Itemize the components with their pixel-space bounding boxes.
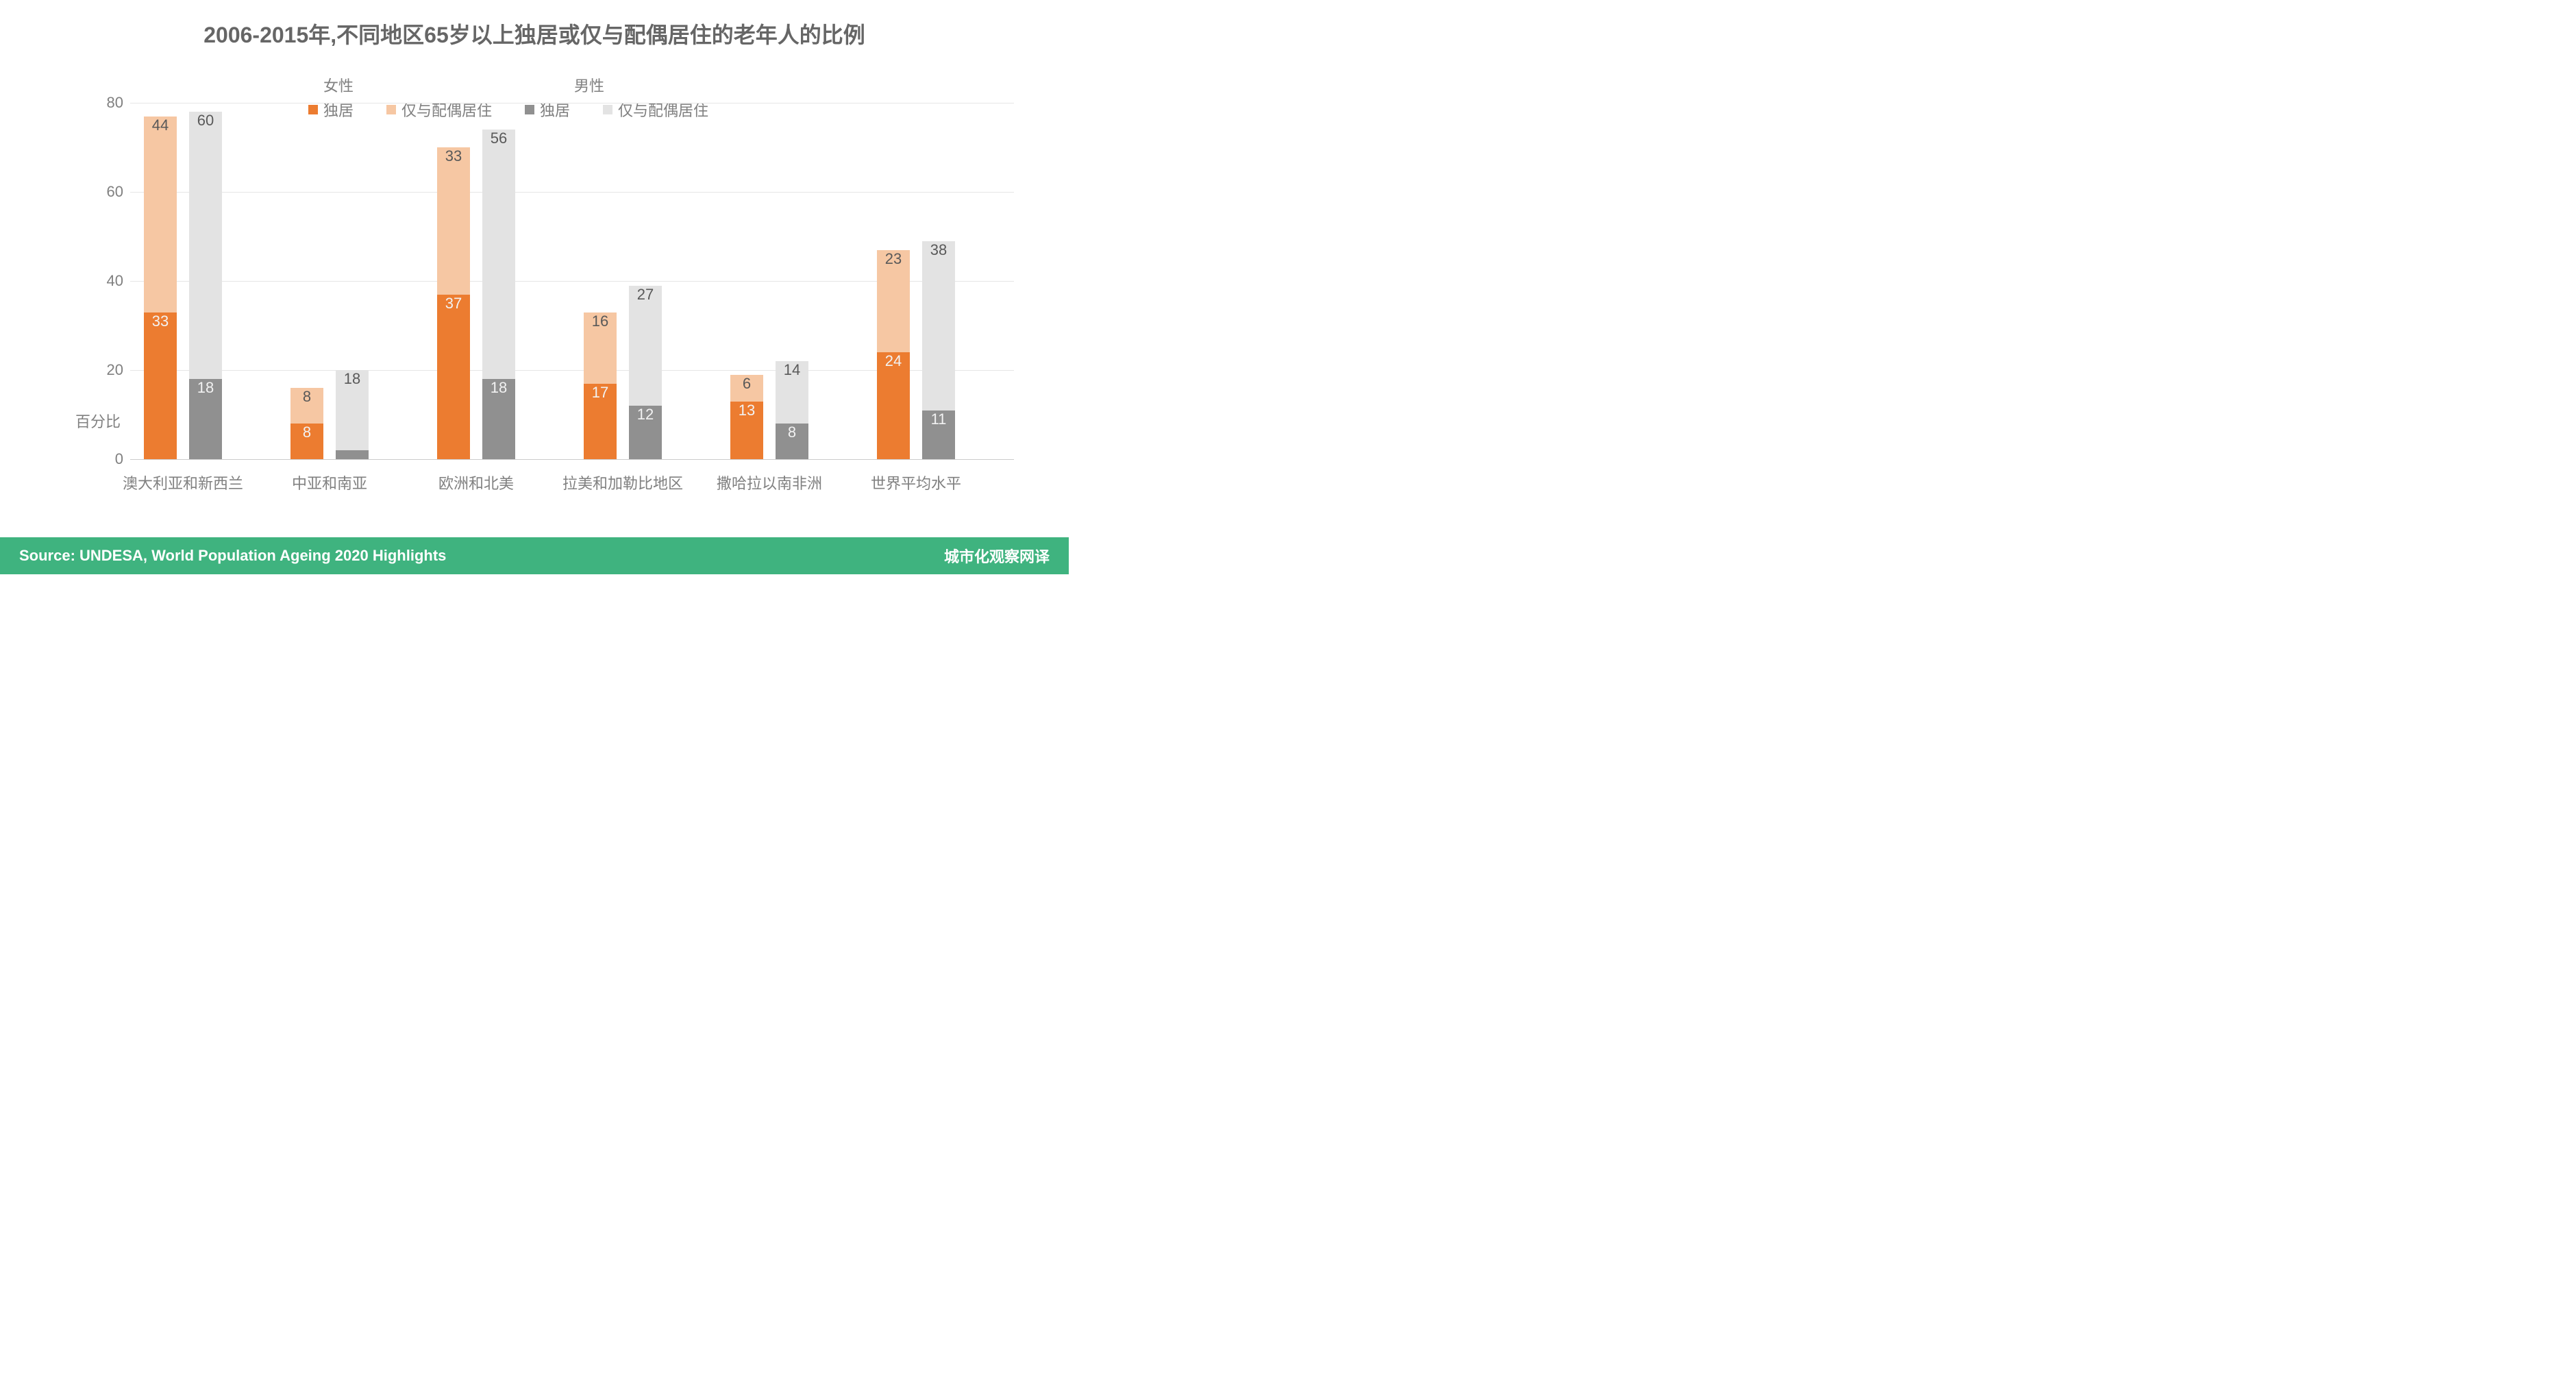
bar-value-label: 38 (922, 241, 955, 259)
bar-value-label: 13 (730, 402, 763, 419)
bar-value-label: 18 (336, 370, 369, 388)
bar-value-label: 11 (922, 410, 955, 428)
category-label: 澳大利亚和新西兰 (101, 471, 265, 493)
legend-male-header: 男性 (574, 74, 604, 96)
bar-value-label: 23 (877, 250, 910, 268)
bar-male: 1860 (189, 103, 222, 459)
bar-group: 17161227 (584, 103, 662, 459)
category-label: 世界平均水平 (834, 471, 998, 493)
bar-male: 11 38 (922, 103, 955, 459)
bar-value-label: 8 (776, 424, 808, 441)
bar-value-label: 24 (877, 352, 910, 370)
bar-value-label: 8 (290, 424, 323, 441)
bar-value-label: 18 (189, 379, 222, 397)
seg-female-spouse (144, 117, 177, 312)
seg-male-spouse (482, 130, 515, 379)
bar-male: 12 27 (629, 103, 662, 459)
category-label: 中亚和南亚 (247, 471, 412, 493)
y-tick: 0 (99, 450, 123, 468)
bar-male: 218 (336, 103, 369, 459)
bar-value-label: 16 (584, 312, 617, 330)
bar-value-label: 60 (189, 112, 222, 130)
y-axis-label: 百分比 (73, 410, 121, 432)
bar-value-label: 8 (290, 388, 323, 406)
x-axis-line (130, 459, 1014, 460)
bar-value-label: 6 (730, 375, 763, 393)
bar-group: 37331856 (437, 103, 515, 459)
seg-male-spouse (922, 241, 955, 410)
bar-female: 88 (290, 103, 323, 459)
bar-value-label: 33 (144, 312, 177, 330)
bar-group: 24 23 11 38 (877, 103, 955, 459)
footer-credit: 城市化观察网译 (944, 545, 1050, 567)
plot: 02040608033441860澳大利亚和新西兰88218中亚和南亚37331… (130, 103, 1014, 459)
bar-value-label: 14 (776, 361, 808, 379)
seg-female-spouse (437, 147, 470, 295)
footer-source: Source: UNDESA, World Population Ageing … (19, 547, 446, 565)
legend-headers: 女性 男性 (308, 74, 708, 99)
bar-female: 24 23 (877, 103, 910, 459)
footer-bar: Source: UNDESA, World Population Ageing … (0, 537, 1069, 574)
category-label: 撒哈拉以南非洲 (687, 471, 852, 493)
bar-male: 1856 (482, 103, 515, 459)
bar-male: 8 14 (776, 103, 808, 459)
bar-group: 33441860 (144, 103, 222, 459)
chart-title: 2006-2015年,不同地区65岁以上独居或仅与配偶居住的老年人的比例 (0, 18, 1069, 49)
bar-value-label: 56 (482, 130, 515, 147)
y-tick: 80 (99, 94, 123, 112)
seg-male-spouse (189, 112, 222, 379)
bar-female: 13 6 (730, 103, 763, 459)
legend-female-header: 女性 (323, 74, 354, 96)
y-tick: 20 (99, 361, 123, 379)
y-tick: 60 (99, 183, 123, 201)
bar-value-label: 37 (437, 295, 470, 312)
page: 2006-2015年,不同地区65岁以上独居或仅与配偶居住的老年人的比例 女性 … (0, 0, 1069, 574)
bar-value-label: 27 (629, 286, 662, 304)
bar-value-label: 18 (482, 379, 515, 397)
bar-female: 37 33 (437, 103, 470, 459)
bar-group: 13 6 8 14 (730, 103, 808, 459)
seg-male-spouse (629, 286, 662, 406)
bar-group: 88218 (290, 103, 369, 459)
bar-female: 1716 (584, 103, 617, 459)
bar-female: 33 44 (144, 103, 177, 459)
category-label: 拉美和加勒比地区 (541, 471, 705, 493)
bar-value-label: 33 (437, 147, 470, 165)
bar-value-label: 44 (144, 117, 177, 134)
seg-male-alone (336, 450, 369, 459)
chart-plot-area: 02040608033441860澳大利亚和新西兰88218中亚和南亚37331… (130, 103, 1014, 459)
bar-value-label: 17 (584, 384, 617, 402)
seg-female-alone (144, 312, 177, 460)
category-label: 欧洲和北美 (394, 471, 558, 493)
y-tick: 40 (99, 272, 123, 290)
bar-value-label: 12 (629, 406, 662, 424)
seg-female-alone (437, 295, 470, 460)
